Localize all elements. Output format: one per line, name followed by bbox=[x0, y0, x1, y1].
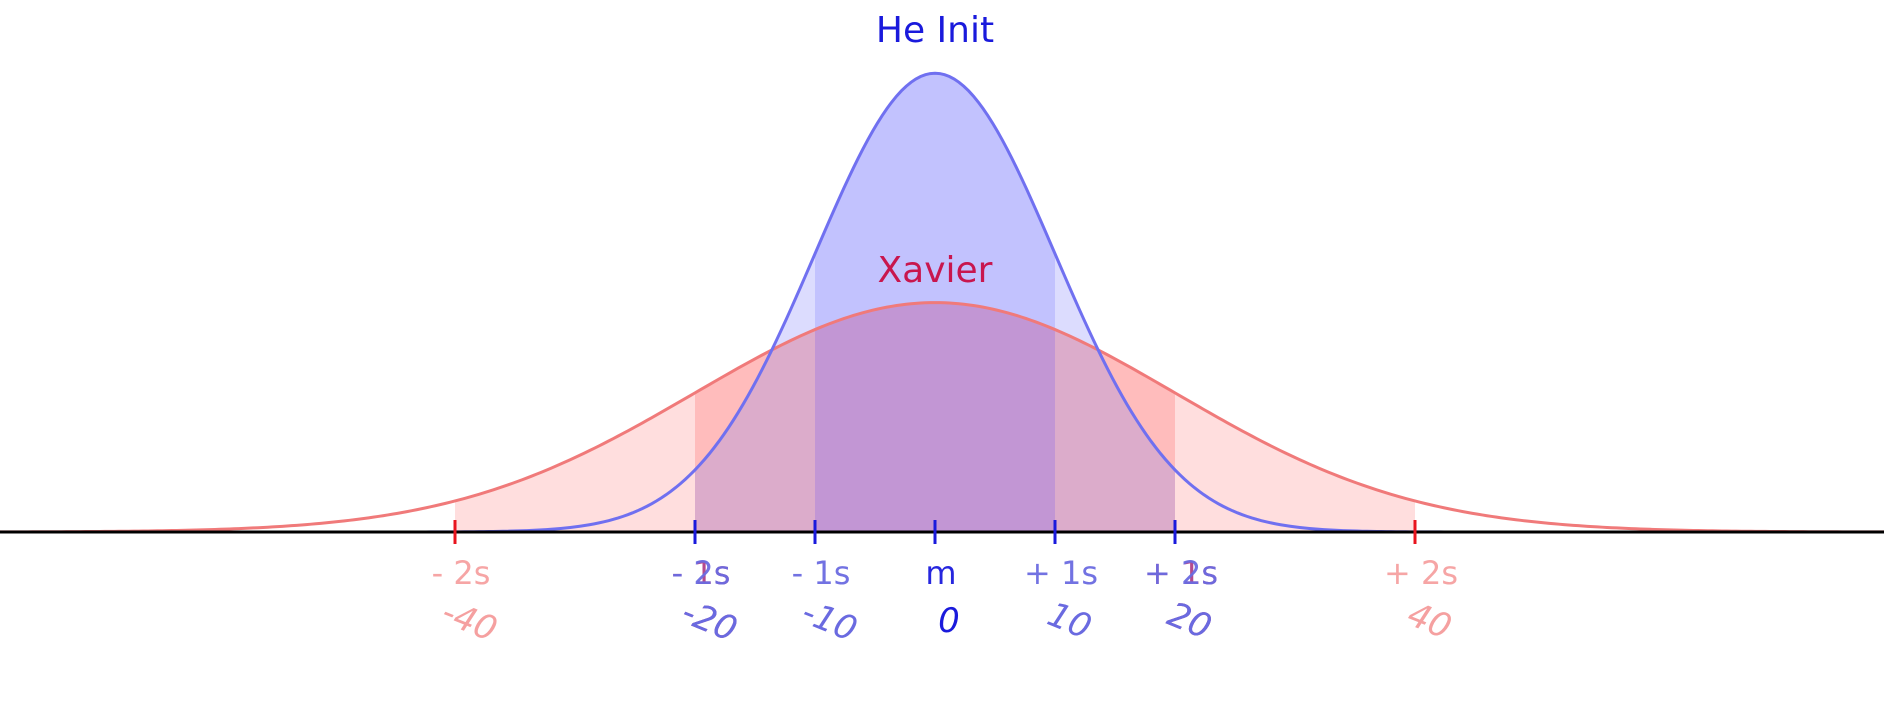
axis-layer bbox=[0, 520, 1884, 544]
he-init-value-label: 20 bbox=[1162, 594, 1217, 647]
he-init-value-label: -20 bbox=[676, 592, 742, 650]
he-init-value-label: 0 bbox=[938, 601, 960, 641]
he-init-sigma-label: + 2s bbox=[1144, 554, 1218, 592]
fills-layer bbox=[455, 73, 1415, 532]
he-init-title-label: He Init bbox=[876, 10, 994, 51]
xavier-title-label: Xavier bbox=[878, 250, 993, 291]
overlap-fill-center bbox=[815, 302, 1055, 532]
xavier-sigma-label: + 2s bbox=[1384, 554, 1458, 592]
he-init-value-label: -10 bbox=[796, 592, 862, 650]
xavier-sigma-label: - 2s bbox=[432, 554, 491, 592]
he-init-sigma-label: + 1s bbox=[1024, 554, 1098, 592]
xavier-sigma-label: - 1s bbox=[672, 554, 731, 592]
he-init-sigma-label: - 2s bbox=[672, 554, 731, 592]
xavier-sigma-label: + 1s bbox=[1144, 554, 1218, 592]
xavier-curve bbox=[0, 301, 1884, 534]
xavier-value-label: 40 bbox=[1402, 594, 1457, 647]
overlap-fill-right bbox=[1055, 329, 1175, 532]
overlap-fill-left bbox=[695, 329, 815, 532]
he-init-value-label: 10 bbox=[1042, 594, 1097, 647]
he-init-sigma-label: m bbox=[925, 554, 956, 592]
xavier-value-label: -40 bbox=[436, 592, 502, 650]
he-init-sigma-label: - 1s bbox=[792, 554, 851, 592]
